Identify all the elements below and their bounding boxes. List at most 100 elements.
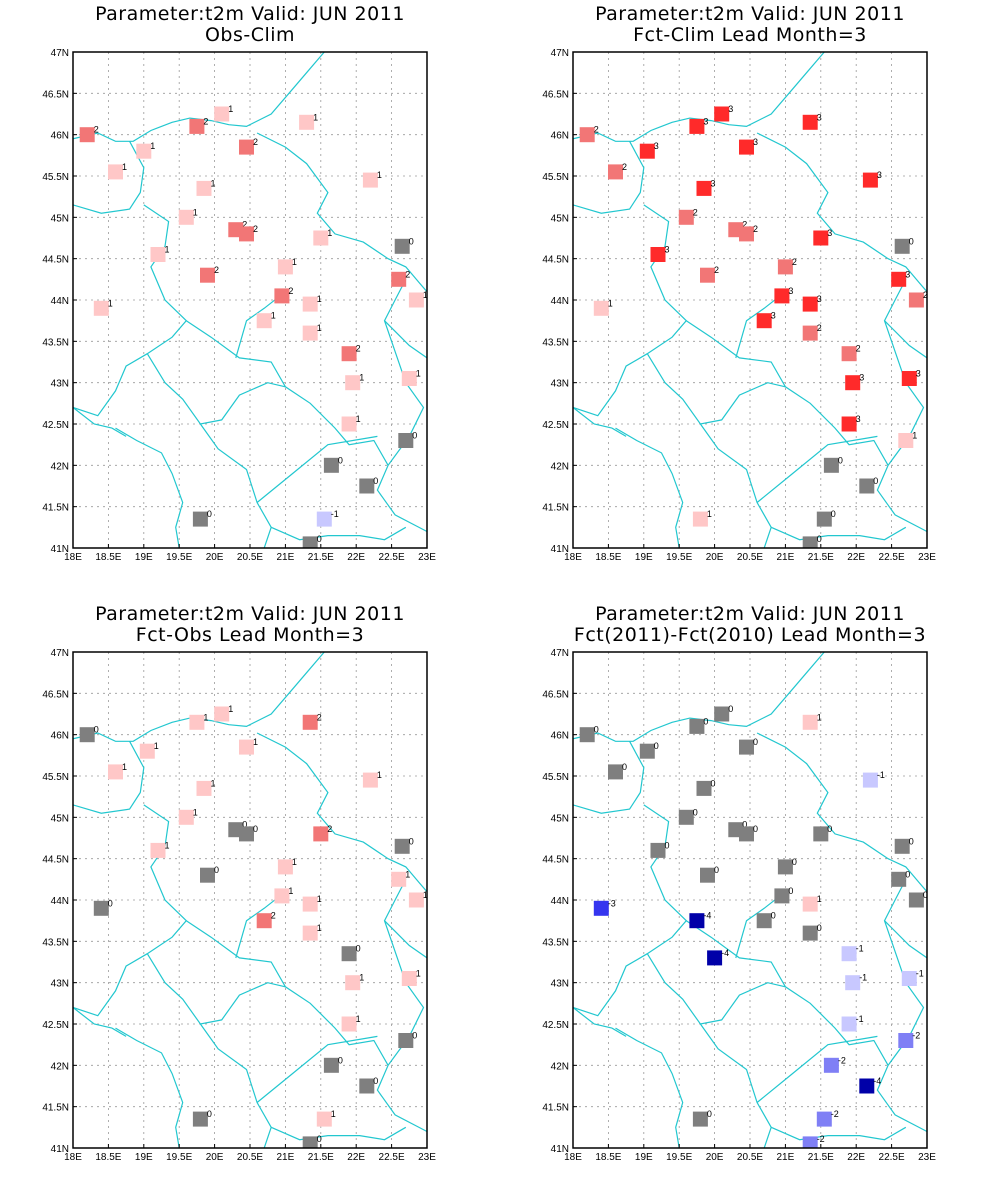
- x-tick-label: 21.5E: [308, 552, 334, 563]
- station-marker: [93, 300, 109, 316]
- station-value-label: 0: [253, 824, 258, 834]
- station-marker: [189, 118, 205, 134]
- station-marker: [313, 230, 329, 246]
- coastline: [770, 1126, 907, 1141]
- station-value-label: 0: [94, 725, 99, 735]
- station-value-label: 1: [292, 857, 297, 867]
- y-tick-label: 43.5N: [542, 937, 569, 948]
- panel-subtitle: Obs-Clim: [205, 24, 295, 46]
- coastline: [646, 953, 786, 1025]
- station-value-label: 3: [665, 245, 670, 255]
- x-tick-label: 20.5E: [237, 552, 263, 563]
- station-marker: [774, 288, 790, 304]
- station-marker: [650, 247, 666, 262]
- station-marker: [813, 826, 829, 842]
- coastline: [73, 1007, 127, 1037]
- station-value-label: 0: [792, 857, 797, 867]
- station-value-label: 1: [165, 245, 170, 255]
- y-tick-label: 43N: [551, 979, 569, 990]
- station-value-label: -4: [721, 948, 729, 958]
- station-value-label: -1: [331, 509, 339, 519]
- station-marker: [608, 164, 623, 180]
- station-marker: [593, 900, 609, 916]
- station-value-label: 2: [253, 224, 258, 234]
- station-marker: [341, 416, 357, 432]
- coastline: [73, 141, 145, 214]
- x-tick-label: 19E: [135, 552, 153, 563]
- station-marker: [841, 416, 857, 432]
- station-marker: [908, 292, 924, 308]
- station-marker: [408, 292, 424, 308]
- coastline: [756, 1035, 878, 1103]
- y-tick-label: 46N: [51, 731, 69, 742]
- y-tick-label: 44N: [51, 296, 69, 307]
- station-marker: [398, 1033, 414, 1048]
- station-marker: [302, 536, 318, 548]
- station-marker: [196, 780, 212, 796]
- station-marker: [398, 433, 414, 448]
- coastline: [770, 526, 907, 541]
- station-marker: [756, 313, 772, 329]
- station-value-label: 3: [859, 373, 864, 383]
- station-value-label: -2: [831, 1109, 839, 1119]
- y-tick-label: 46.5N: [42, 689, 69, 700]
- x-tick-label: 18.5E: [95, 1152, 121, 1163]
- station-marker: [274, 888, 290, 904]
- station-marker: [891, 871, 907, 887]
- station-marker: [302, 714, 318, 730]
- coastline: [73, 804, 188, 1017]
- station-value-label: 3: [905, 269, 910, 279]
- station-value-label: 1: [327, 228, 332, 238]
- station-marker: [79, 727, 95, 743]
- coastline: [270, 526, 407, 541]
- station-value-label: 0: [831, 509, 836, 519]
- station-value-label: 0: [827, 824, 832, 834]
- station-value-label: -1: [877, 770, 885, 780]
- station-marker: [108, 164, 123, 180]
- x-tick-label: 20.5E: [237, 1152, 263, 1163]
- station-value-label: 0: [753, 737, 758, 747]
- station-marker: [802, 114, 818, 130]
- station-value-label: 1: [253, 737, 258, 747]
- coastline: [646, 353, 786, 425]
- station-marker: [302, 325, 318, 341]
- station-value-label: 1: [817, 712, 822, 722]
- station-value-label: 1: [423, 290, 428, 300]
- station-marker: [341, 946, 357, 962]
- y-tick-label: 45N: [51, 213, 69, 224]
- station-value-label: 3: [771, 311, 776, 321]
- station-value-label: 1: [122, 162, 127, 172]
- station-value-label: 2: [792, 257, 797, 267]
- station-marker: [362, 772, 378, 788]
- y-tick-label: 42N: [551, 461, 569, 472]
- station-value-label: 0: [728, 704, 733, 714]
- coastline: [146, 353, 286, 425]
- station-marker: [898, 433, 914, 448]
- station-marker: [608, 764, 623, 780]
- x-tick-label: 19E: [635, 552, 653, 563]
- panel-subtitle: Fct(2011)-Fct(2010) Lead Month=3: [574, 624, 926, 646]
- station-value-label: 1: [359, 373, 364, 383]
- x-tick-label: 19.5E: [166, 1152, 192, 1163]
- station-value-label: 0: [665, 840, 670, 850]
- station-value-label: 0: [242, 820, 247, 830]
- station-value-label: 0: [317, 1134, 322, 1144]
- station-marker: [845, 375, 861, 391]
- coastline: [756, 435, 878, 503]
- station-marker: [739, 226, 754, 242]
- y-tick-label: 41N: [551, 544, 569, 555]
- station-value-label: 1: [317, 923, 322, 933]
- station-marker: [313, 826, 329, 842]
- station-value-label: 1: [271, 311, 276, 321]
- station-marker: [823, 457, 839, 473]
- station-value-label: 0: [711, 778, 716, 788]
- y-tick-label: 41.5N: [42, 503, 69, 514]
- panel-title: Parameter:t2m Valid: JUN 2011: [595, 3, 905, 25]
- station-marker: [802, 296, 818, 312]
- station-value-label: 2: [253, 137, 258, 147]
- station-marker: [359, 1078, 375, 1094]
- station-marker: [845, 975, 861, 991]
- station-marker: [239, 226, 254, 242]
- station-value-label: 3: [654, 141, 659, 151]
